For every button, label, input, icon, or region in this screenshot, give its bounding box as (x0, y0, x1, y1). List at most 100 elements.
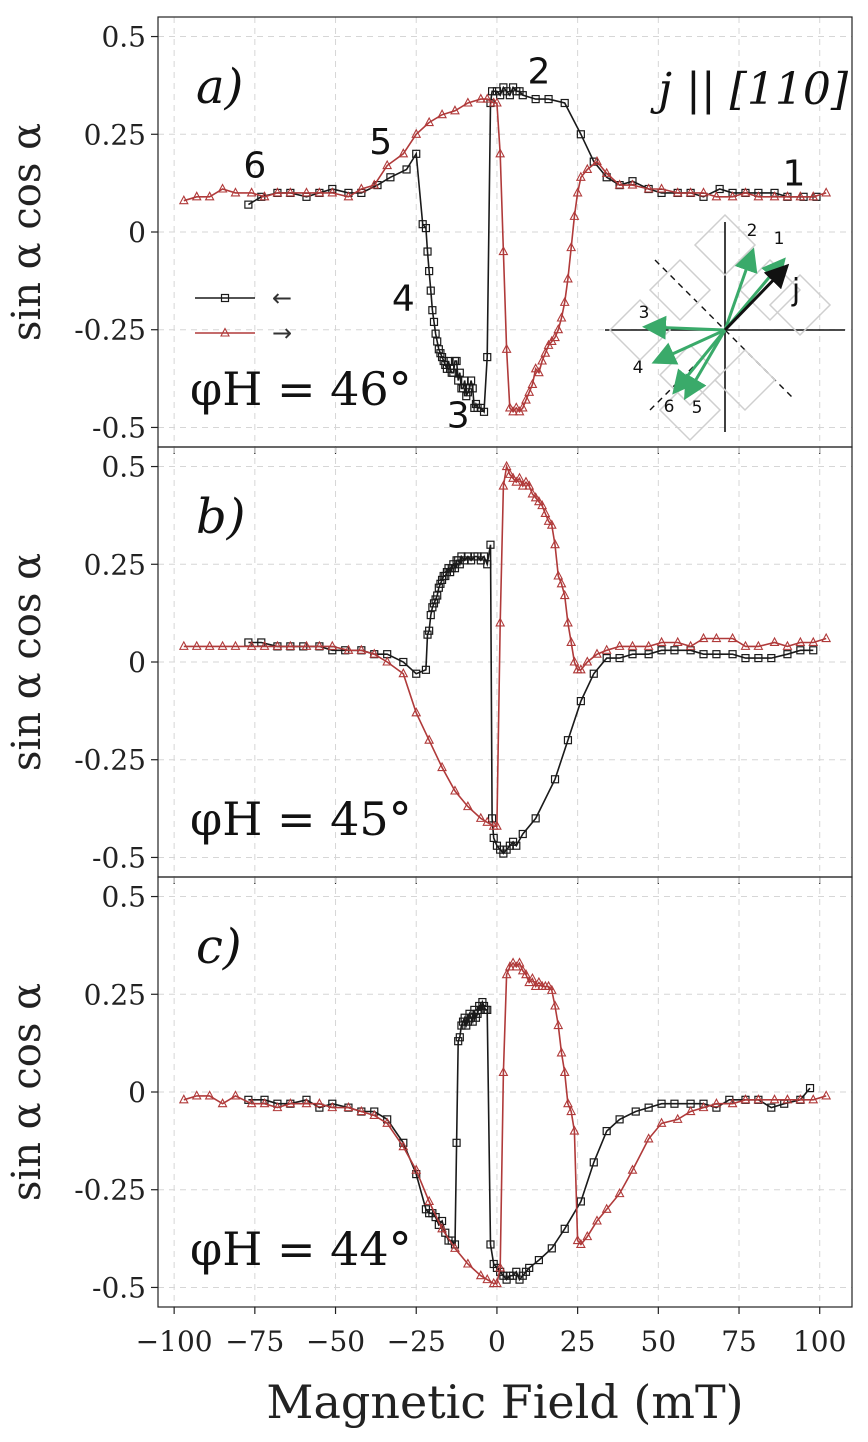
data-point-c-1-55 (614, 1187, 625, 1198)
data-point-b-0-61 (615, 653, 624, 663)
panel-c: 0.5 0.25 0 -0.25 -0.5 −100 −75 −50 −25 0 25 50 75 100… (74, 876, 853, 1358)
data-point-b-1-22 (475, 812, 486, 822)
data-point-c-1-56 (627, 1164, 638, 1174)
series-b-up (178, 460, 832, 830)
y-tick-label-c-4: -0.5 (92, 1271, 146, 1304)
data-point-c-0-56 (534, 1255, 543, 1265)
data-point-a-1-47 (563, 273, 573, 283)
data-point-a-1-50 (572, 187, 583, 197)
data-point-c-1-54 (601, 1203, 612, 1213)
point-label-6: 6 (243, 146, 266, 187)
inset-current-arrow (723, 263, 790, 332)
data-point-a-1-58 (656, 183, 667, 193)
data-point-c-1-52 (582, 1230, 593, 1241)
data-point-b-0-12 (412, 669, 421, 678)
data-point-b-1-44 (553, 570, 564, 580)
data-point-c-1-21 (462, 1258, 473, 1268)
data-point-b-0-43 (483, 560, 492, 569)
data-point-a-1-43 (550, 331, 560, 342)
data-point-c-0-64 (644, 1103, 653, 1112)
y-tick-label-b-0: 0.5 (101, 451, 146, 484)
data-point-a-1-5 (246, 187, 257, 197)
data-point-c-1-14 (369, 1109, 380, 1120)
data-point-a-1-62 (711, 191, 722, 201)
data-point-b-1-48 (566, 636, 577, 647)
data-point-c-0-59 (576, 1197, 585, 1206)
data-point-b-1-68 (795, 636, 806, 647)
data-point-a-0-74 (715, 184, 724, 194)
data-point-c-1-44 (553, 1019, 564, 1030)
data-point-a-1-1 (191, 191, 202, 201)
data-point-b-1-49 (569, 656, 580, 666)
data-point-a-1-60 (685, 187, 696, 197)
data-point-b-1-53 (592, 648, 602, 658)
data-point-c-1-61 (698, 1101, 709, 1112)
data-point-a-1-7 (272, 187, 283, 197)
data-point-b-1-34 (521, 476, 531, 486)
data-point-b-1-57 (643, 640, 654, 650)
data-point-c-1-22 (475, 1270, 486, 1280)
y-tick-label-a-1: 0.25 (84, 118, 146, 151)
data-point-a-1-0 (178, 195, 189, 205)
data-point-b-1-17 (411, 707, 422, 717)
data-point-c-0-58 (560, 1224, 569, 1233)
y-tick-label-a-0: 0.5 (101, 21, 146, 54)
point-label-4: 4 (392, 278, 415, 319)
legend-label-down: ← (272, 284, 292, 312)
series-line-c-1 (183, 961, 827, 1285)
data-point-a-0-43 (468, 384, 477, 393)
data-point-a-1-68 (795, 191, 806, 201)
data-point-c-0-65 (657, 1099, 666, 1108)
data-point-b-1-3 (217, 640, 228, 650)
data-point-b-1-61 (698, 632, 709, 643)
data-point-c-1-10 (314, 1098, 325, 1108)
data-point-c-0-73 (767, 1103, 776, 1112)
data-point-a-0-63 (560, 98, 569, 108)
data-point-c-1-46 (559, 1066, 570, 1077)
data-point-c-0-60 (589, 1158, 598, 1167)
inset-arrow-label-2: 2 (747, 221, 758, 241)
data-point-b-0-53 (512, 841, 521, 850)
data-point-a-0-49 (483, 352, 492, 362)
data-point-b-1-18 (424, 734, 435, 744)
data-point-a-1-28 (501, 343, 512, 353)
x-tick-label-3: −25 (387, 1325, 446, 1358)
data-point-a-0-12 (412, 149, 421, 158)
data-point-c-0-42 (483, 1005, 492, 1015)
data-point-a-1-11 (327, 187, 338, 197)
point-label-1: 1 (782, 153, 805, 194)
data-point-b-1-6 (259, 640, 270, 650)
inset-arrow-3 (642, 315, 726, 340)
data-point-c-1-41 (543, 980, 554, 991)
y-tick-label-b-1: 0.25 (84, 548, 146, 581)
y-axis-label-a: sin α cos α (4, 123, 50, 341)
data-point-c-1-65 (753, 1094, 764, 1104)
phi-label-a: φH = 46° (190, 362, 412, 416)
data-point-a-1-53 (592, 155, 602, 166)
inset-lattice-cell-1 (738, 258, 802, 322)
data-point-b-1-8 (285, 640, 296, 650)
y-tick-label-a-4: -0.5 (92, 411, 146, 444)
data-point-c-1-51 (575, 1238, 586, 1249)
y-tick-label-b-2: 0 (128, 646, 146, 679)
panel-label-b: b) (196, 489, 245, 545)
data-point-c-1-36 (527, 972, 538, 983)
data-point-b-1-30 (508, 472, 518, 482)
data-point-a-1-59 (672, 187, 683, 197)
data-point-b-0-55 (531, 814, 540, 823)
panel-label-c: c) (196, 919, 242, 975)
data-point-c-1-5 (246, 1098, 257, 1108)
data-point-c-1-62 (711, 1098, 722, 1108)
data-point-b-1-11 (327, 640, 338, 650)
data-point-c-1-27 (498, 1066, 509, 1077)
data-point-a-1-4 (230, 187, 241, 197)
data-point-c-1-32 (514, 957, 525, 967)
inset-current-label: j (791, 273, 800, 308)
data-point-b-0-20 (433, 591, 442, 600)
inset-lattice-cell-2 (648, 258, 712, 322)
data-point-b-1-2 (204, 640, 215, 650)
data-point-c-1-60 (685, 1105, 696, 1116)
data-point-b-0-75 (809, 646, 818, 655)
inset-arrow-2 (723, 247, 758, 331)
